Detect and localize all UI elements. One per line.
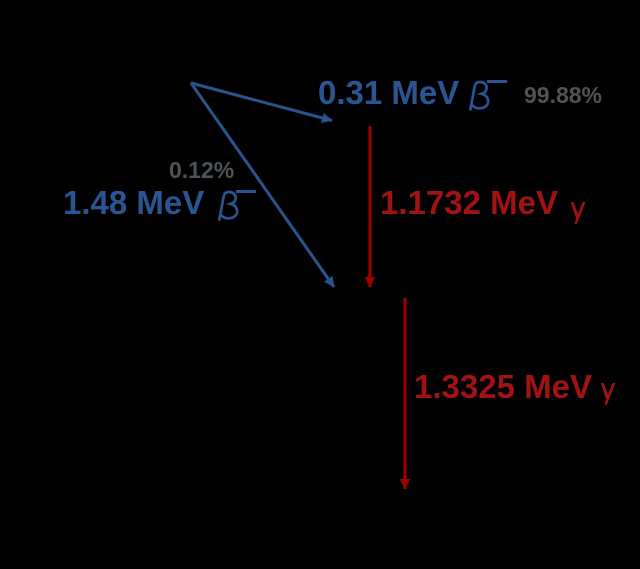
svg-text:0.31 MeV: 0.31 MeV — [318, 74, 459, 111]
svg-text:99.88%: 99.88% — [524, 82, 602, 108]
svg-text:1.3325 MeV: 1.3325 MeV — [414, 368, 592, 405]
svg-text:0.12%: 0.12% — [169, 157, 234, 183]
svg-text:1.1732 MeV: 1.1732 MeV — [380, 184, 558, 221]
svg-text:1.48 MeV: 1.48 MeV — [63, 184, 204, 221]
